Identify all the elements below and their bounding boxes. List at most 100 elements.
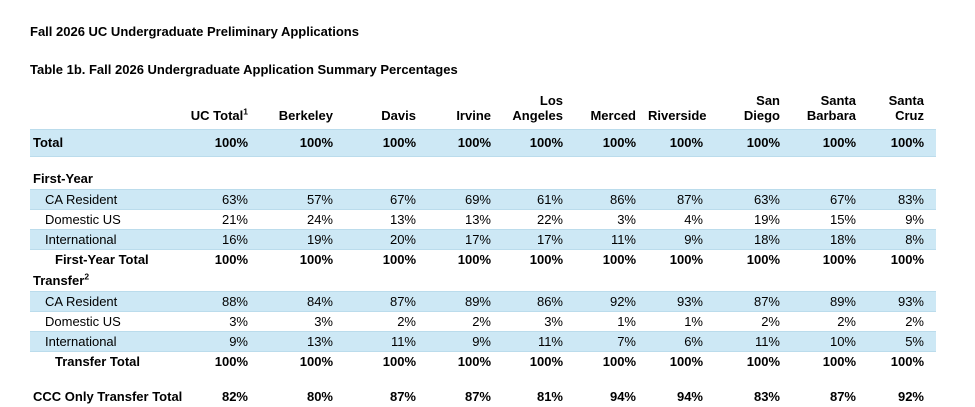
- value-cell: 92%: [897, 389, 924, 405]
- value-cell: 100%: [715, 128, 792, 157]
- value-cell: 16%: [160, 228, 260, 250]
- table-body: Total 100% 100% 100% 100% 100% 100% 100% 100% 100…: [30, 128, 936, 407]
- value-cell: 2%: [761, 313, 780, 329]
- report-title: Fall 2026 UC Undergraduate Preliminary A…: [30, 24, 359, 39]
- value-cell: 57%: [260, 188, 345, 210]
- table-row-ccc-only-transfer-total: CCC Only Transfer Total 82% 80% 87% 87% 81% 94…: [30, 386, 936, 407]
- value-cell: 13%: [464, 211, 491, 227]
- value-cell: 4%: [684, 211, 703, 227]
- value-cell: 83%: [753, 389, 780, 405]
- value-cell: 19%: [260, 228, 345, 250]
- value-cell: 63%: [715, 188, 792, 210]
- value-cell: 9%: [428, 330, 503, 352]
- value-cell: 11%: [345, 330, 428, 352]
- value-cell: 6%: [648, 330, 715, 352]
- value-cell: 100%: [457, 251, 491, 267]
- value-cell: 100%: [669, 251, 703, 267]
- value-cell: 2%: [472, 313, 491, 329]
- value-cell: 100%: [529, 251, 563, 267]
- value-cell: 67%: [345, 188, 428, 210]
- value-cell: 18%: [715, 228, 792, 250]
- value-cell: 86%: [575, 188, 648, 210]
- value-cell: 10%: [792, 330, 868, 352]
- value-cell: 100%: [160, 128, 260, 157]
- value-cell: 88%: [160, 290, 260, 312]
- value-cell: 61%: [503, 188, 575, 210]
- spacer-row: [30, 371, 936, 386]
- value-cell: 11%: [575, 228, 648, 250]
- row-label: CA Resident: [30, 290, 160, 312]
- table-caption: Table 1b. Fall 2026 Undergraduate Applic…: [30, 62, 458, 77]
- row-label: Total: [30, 128, 160, 157]
- column-header-los-angeles: Los Angeles: [512, 93, 563, 124]
- value-cell: 17%: [428, 228, 503, 250]
- value-cell: 87%: [715, 290, 792, 312]
- value-cell: 100%: [868, 128, 936, 157]
- table-row-transfer: Transfer2: [30, 269, 936, 291]
- value-cell: 100%: [382, 251, 416, 267]
- footnote-marker: 2: [84, 271, 90, 282]
- value-cell: 100%: [345, 128, 428, 157]
- value-cell: 7%: [575, 330, 648, 352]
- value-cell: 82%: [221, 389, 248, 405]
- value-cell: 9%: [160, 330, 260, 352]
- value-cell: 100%: [822, 251, 856, 267]
- value-cell: 20%: [345, 228, 428, 250]
- value-cell: 15%: [829, 211, 856, 227]
- table-row-total: Total 100% 100% 100% 100% 100% 100% 100% 100% 100…: [30, 128, 936, 157]
- value-cell: 100%: [382, 353, 416, 369]
- row-label: International: [30, 330, 160, 352]
- report-page: Fall 2026 UC Undergraduate Preliminary A…: [30, 24, 975, 407]
- row-label: Domestic US: [45, 313, 121, 329]
- value-cell: 100%: [890, 353, 924, 369]
- value-cell: 22%: [536, 211, 563, 227]
- value-cell: 100%: [214, 353, 248, 369]
- value-cell: 100%: [890, 251, 924, 267]
- value-cell: 3%: [314, 313, 333, 329]
- value-cell: 100%: [457, 353, 491, 369]
- column-header-riverside: Riverside: [648, 108, 707, 124]
- value-cell: 84%: [260, 290, 345, 312]
- row-label: First-Year Total: [55, 251, 149, 267]
- table-row-transfer-total: Transfer Total 100% 100% 100% 100% 100% 100% 10…: [30, 351, 936, 371]
- value-cell: 100%: [648, 128, 715, 157]
- value-cell: 2%: [905, 313, 924, 329]
- table-row-international: International 16% 19% 20% 17% 17% 11% 9% 18% 18% 8…: [30, 228, 936, 250]
- value-cell: 87%: [829, 389, 856, 405]
- value-cell: 87%: [648, 188, 715, 210]
- value-cell: 8%: [868, 228, 936, 250]
- value-cell: 21%: [221, 211, 248, 227]
- table-row-domestic-us: Domestic US 21% 24% 13% 13% 22% 3% 4% 19% 15% 9%: [30, 209, 936, 229]
- table-row-first-year-total: First-Year Total 100% 100% 100% 100% 100% 100%…: [30, 249, 936, 269]
- column-header-san-diego: San Diego: [743, 93, 780, 124]
- value-cell: 80%: [306, 389, 333, 405]
- value-cell: 87%: [389, 389, 416, 405]
- footnote-marker: 1: [243, 107, 248, 117]
- column-header-davis: Davis: [381, 108, 416, 124]
- value-cell: 5%: [868, 330, 936, 352]
- value-cell: 17%: [503, 228, 575, 250]
- value-cell: 100%: [214, 251, 248, 267]
- summary-table: UC Total1 Berkeley Davis Irvine Los Angeles M…: [30, 89, 936, 407]
- value-cell: 83%: [868, 188, 936, 210]
- value-cell: 100%: [503, 128, 575, 157]
- value-cell: 63%: [160, 188, 260, 210]
- row-label: First-Year: [33, 170, 93, 186]
- value-cell: 100%: [792, 128, 868, 157]
- value-cell: 1%: [617, 313, 636, 329]
- value-cell: 100%: [299, 251, 333, 267]
- row-label: CA Resident: [30, 188, 160, 210]
- table-row-first-year: First-Year: [30, 167, 936, 189]
- row-label: Domestic US: [45, 211, 121, 227]
- value-cell: 69%: [428, 188, 503, 210]
- table-row-ca-resident: CA Resident 63% 57% 67% 69% 61% 86% 87% 63% 67% 83…: [30, 188, 936, 210]
- value-cell: 94%: [676, 389, 703, 405]
- value-cell: 9%: [905, 211, 924, 227]
- value-cell: 93%: [868, 290, 936, 312]
- value-cell: 100%: [602, 251, 636, 267]
- value-cell: 13%: [260, 330, 345, 352]
- value-cell: 1%: [684, 313, 703, 329]
- column-header-berkeley: Berkeley: [278, 108, 333, 124]
- corner-cell: [30, 89, 160, 129]
- table-row-international: International 9% 13% 11% 9% 11% 7% 6% 11% 10% 5%: [30, 330, 936, 352]
